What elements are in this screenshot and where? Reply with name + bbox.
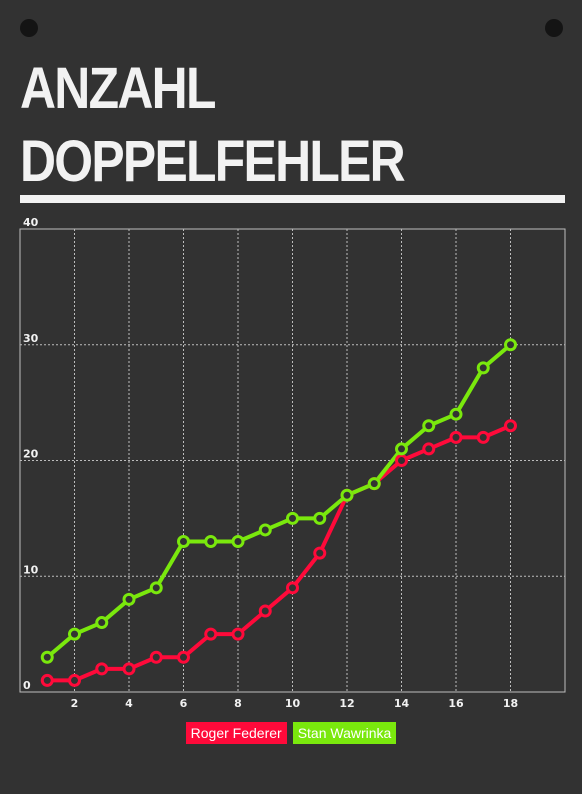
data-point-stan-wawrinka [476,361,490,375]
data-point-roger-federer [449,430,463,444]
y-tick-label: 30 [23,332,39,345]
y-tick-label: 10 [23,563,39,576]
data-point-stan-wawrinka [95,616,109,630]
data-point-stan-wawrinka [504,338,517,352]
data-point-roger-federer [286,581,299,595]
data-point-stan-wawrinka [313,511,327,525]
data-point-roger-federer [422,442,436,456]
data-point-stan-wawrinka [122,592,136,606]
title-line-1: ANZAHL [20,56,216,121]
data-point-stan-wawrinka [449,407,463,421]
data-point-stan-wawrinka [40,650,54,664]
data-point-stan-wawrinka [204,535,218,549]
data-point-stan-wawrinka [286,511,299,525]
title-underline [20,195,565,203]
y-tick-label: 40 [23,216,39,229]
data-point-roger-federer [258,604,272,618]
data-point-roger-federer [204,627,218,641]
data-point-roger-federer [95,662,109,676]
data-point-stan-wawrinka [422,419,436,433]
data-point-stan-wawrinka [68,627,81,641]
x-tick-label: 8 [234,697,242,710]
data-point-stan-wawrinka [177,535,190,549]
legend-item-stan-wawrinka[interactable]: Stan Wawrinka [292,722,397,744]
data-point-roger-federer [231,627,245,641]
data-point-stan-wawrinka [340,488,354,502]
data-point-roger-federer [395,454,408,467]
data-point-roger-federer [40,673,54,687]
y-tick-label: 20 [23,448,39,461]
data-point-roger-federer [476,430,490,444]
data-point-stan-wawrinka [149,581,163,595]
data-point-stan-wawrinka [395,442,408,456]
data-point-roger-federer [122,662,136,676]
series-line-stan-wawrinka [45,342,513,660]
pin-left [20,19,38,37]
series-line-roger-federer [45,423,513,683]
legend-item-roger-federer[interactable]: Roger Federer [185,722,287,744]
x-tick-label: 10 [285,697,301,710]
x-tick-label: 16 [448,697,464,710]
x-tick-label: 4 [125,697,133,710]
x-tick-label: 12 [339,697,354,710]
title-line-2: DOPPELFEHLER [20,129,406,194]
data-point-stan-wawrinka [231,535,245,549]
data-point-stan-wawrinka [258,523,272,537]
data-point-stan-wawrinka [367,477,381,491]
data-point-roger-federer [149,650,163,664]
data-point-roger-federer [313,546,327,560]
x-tick-label: 14 [394,697,410,710]
data-point-roger-federer [504,419,517,433]
chart-title: ANZAHL DOPPELFEHLER [20,52,489,198]
x-tick-label: 2 [71,697,79,710]
x-tick-label: 6 [180,697,188,710]
data-point-roger-federer [68,673,81,687]
data-point-roger-federer [177,650,190,664]
pin-right [545,19,563,37]
x-tick-label: 18 [503,697,518,710]
legend: Roger Federer Stan Wawrinka [0,722,582,744]
y-tick-label: 0 [23,679,31,692]
